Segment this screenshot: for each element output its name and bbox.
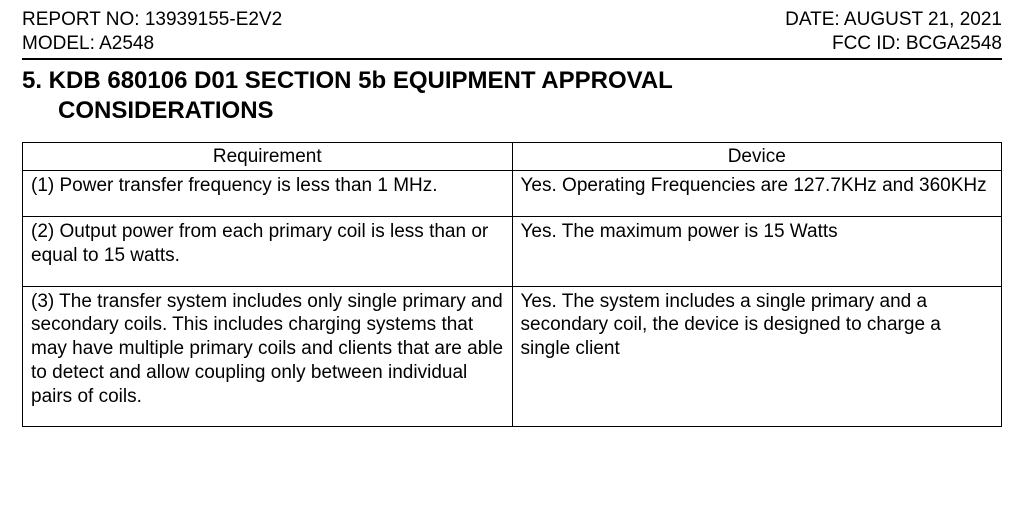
report-no-line: REPORT NO: 13939155-E2V2 xyxy=(22,8,282,32)
header-right: DATE: AUGUST 21, 2021 FCC ID: BCGA2548 xyxy=(785,8,1002,56)
fcc-id-value: BCGA2548 xyxy=(906,33,1002,54)
cell-requirement: (1) Power transfer frequency is less tha… xyxy=(23,171,513,217)
report-no-label: REPORT NO: xyxy=(22,9,145,30)
section-title-line1: 5. KDB 680106 D01 SECTION 5b EQUIPMENT A… xyxy=(22,67,673,94)
requirements-table: Requirement Device (1) Power transfer fr… xyxy=(22,142,1002,428)
fcc-id-line: FCC ID: BCGA2548 xyxy=(785,32,1002,56)
header-left: REPORT NO: 13939155-E2V2 MODEL: A2548 xyxy=(22,8,282,56)
report-no-value: 13939155-E2V2 xyxy=(145,9,282,30)
table-row: (1) Power transfer frequency is less tha… xyxy=(23,171,1002,217)
section-title-line2: CONSIDERATIONS xyxy=(58,96,1002,126)
model-line: MODEL: A2548 xyxy=(22,32,282,56)
cell-device: Yes. The maximum power is 15 Watts xyxy=(512,217,1002,287)
table-row: (3) The transfer system includes only si… xyxy=(23,286,1002,427)
cell-requirement: (2) Output power from each primary coil … xyxy=(23,217,513,287)
model-label: MODEL: xyxy=(22,33,99,54)
col-header-device: Device xyxy=(512,142,1002,171)
document-page: REPORT NO: 13939155-E2V2 MODEL: A2548 DA… xyxy=(0,0,1024,521)
document-header: REPORT NO: 13939155-E2V2 MODEL: A2548 DA… xyxy=(22,8,1002,60)
table-row: (2) Output power from each primary coil … xyxy=(23,217,1002,287)
section-title: 5. KDB 680106 D01 SECTION 5b EQUIPMENT A… xyxy=(22,66,1002,126)
cell-requirement: (3) The transfer system includes only si… xyxy=(23,286,513,427)
fcc-id-label: FCC ID: xyxy=(832,33,906,54)
date-value: AUGUST 21, 2021 xyxy=(844,9,1002,30)
col-header-requirement: Requirement xyxy=(23,142,513,171)
table-header-row: Requirement Device xyxy=(23,142,1002,171)
cell-device: Yes. The system includes a single primar… xyxy=(512,286,1002,427)
date-label: DATE: xyxy=(785,9,844,30)
model-value: A2548 xyxy=(99,33,154,54)
cell-device: Yes. Operating Frequencies are 127.7KHz … xyxy=(512,171,1002,217)
date-line: DATE: AUGUST 21, 2021 xyxy=(785,8,1002,32)
